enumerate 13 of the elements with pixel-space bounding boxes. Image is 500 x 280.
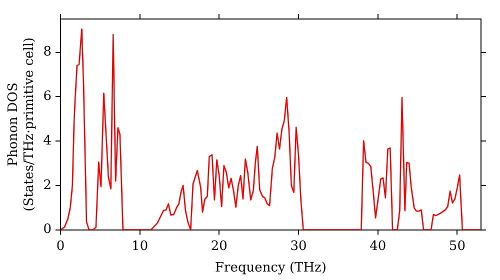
x-tick-label: 20 [210, 238, 228, 254]
x-tick-label: 0 [56, 238, 65, 254]
y-tick-label: 4 [43, 133, 52, 148]
x-tick-label: 10 [132, 238, 148, 254]
x-tick-label: 50 [448, 238, 466, 254]
y-tick-label: 8 [43, 44, 52, 60]
x-axis-title: Frequency (THz) [215, 260, 326, 276]
y-tick-label: 0 [43, 222, 52, 238]
y-tick-label: 2 [43, 178, 52, 193]
x-tick-label: 40 [370, 238, 386, 254]
y-tick-label: 6 [43, 89, 52, 104]
x-tick-label: 30 [290, 238, 307, 254]
y-axis-title: Phonon DOS (States/THz·primitive cell) [6, 37, 37, 212]
